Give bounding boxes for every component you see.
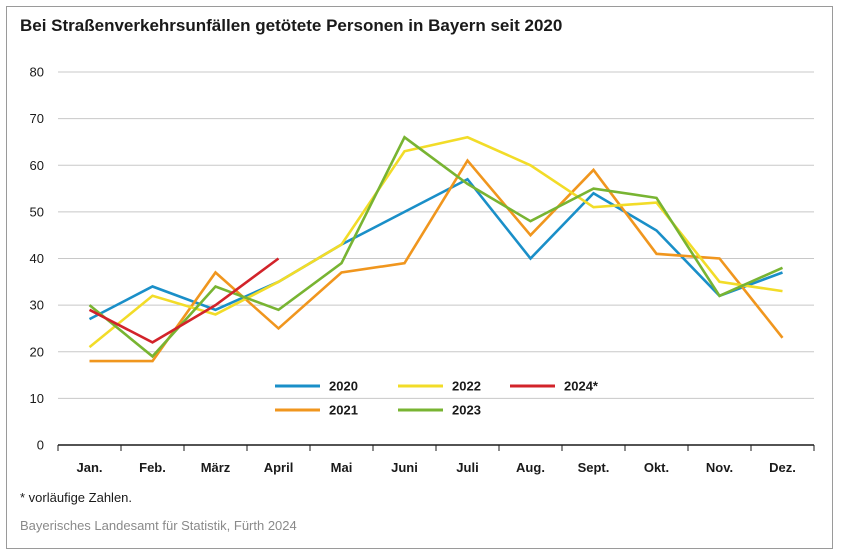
x-tick-label: Sept. <box>578 460 610 475</box>
x-tick-label: Dez. <box>769 460 796 475</box>
chart-frame <box>6 6 833 549</box>
chart-title: Bei Straßenverkehrsunfällen getötete Per… <box>20 16 563 35</box>
y-tick-label: 0 <box>37 438 44 453</box>
y-tick-label: 40 <box>30 251 44 266</box>
legend-label: 2022 <box>452 379 481 394</box>
y-tick-label: 60 <box>30 158 44 173</box>
y-tick-label: 80 <box>30 65 44 80</box>
legend-label: 2024* <box>564 379 599 394</box>
legend-label: 2023 <box>452 403 481 418</box>
series-line-2020 <box>88 177 783 321</box>
y-tick-label: 10 <box>30 391 44 406</box>
x-tick-label: März <box>201 460 231 475</box>
x-tick-label: Nov. <box>706 460 733 475</box>
x-tick-label: Aug. <box>516 460 545 475</box>
x-tick-label: Feb. <box>139 460 166 475</box>
legend-label: 2020 <box>329 379 358 394</box>
y-tick-label: 20 <box>30 344 44 359</box>
x-tick-label: Okt. <box>644 460 669 475</box>
x-tick-label: Juni <box>391 460 418 475</box>
y-tick-label: 50 <box>30 204 44 219</box>
source-note: Bayerisches Landesamt für Statistik, Für… <box>20 518 297 533</box>
series-lines <box>88 135 784 363</box>
x-tick-label: Mai <box>331 460 353 475</box>
series-line-2022 <box>88 135 783 349</box>
y-axis-ticks: 0 10 20 30 40 50 60 70 80 <box>30 65 44 453</box>
x-tick-label: April <box>264 460 294 475</box>
x-axis-ticks: Jan. Feb. März April Mai Juni Juli Aug. Sept. Okt… <box>57 445 815 475</box>
footnote: * vorläufige Zahlen. <box>20 490 133 505</box>
y-tick-label: 30 <box>30 298 44 313</box>
series-line-2021 <box>89 158 784 363</box>
x-tick-label: Jan. <box>76 460 102 475</box>
y-tick-label: 70 <box>30 111 44 126</box>
x-tick-label: Juli <box>456 460 478 475</box>
legend-label: 2021 <box>329 403 358 418</box>
legend: 2020 2021 2022 2023 2024* <box>275 379 599 418</box>
series-line-2024 <box>88 257 280 344</box>
series-line-2023 <box>88 135 784 359</box>
